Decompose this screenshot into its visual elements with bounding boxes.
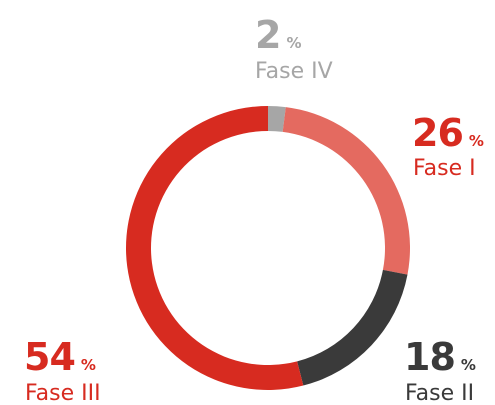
category-label: Fase III <box>25 381 101 405</box>
category-label: Fase IV <box>255 59 333 84</box>
value-number: 54 <box>24 335 75 379</box>
value-number: 26 <box>412 111 463 155</box>
category-label: Fase I <box>413 156 476 181</box>
donut-segment <box>126 106 304 390</box>
value-label: 2% <box>255 13 301 57</box>
value-unit: % <box>81 356 96 374</box>
value-number: 18 <box>404 335 455 379</box>
donut-segment <box>268 106 286 132</box>
value-label: 54% <box>24 335 96 379</box>
value-number: 2 <box>255 13 280 57</box>
value-unit: % <box>286 34 301 52</box>
value-label: 18% <box>404 335 476 379</box>
donut-segment <box>297 269 408 386</box>
value-unit: % <box>461 356 476 374</box>
category-label: Fase II <box>405 381 474 405</box>
value-unit: % <box>469 132 484 150</box>
donut-segment <box>282 107 411 275</box>
value-label: 26% <box>412 111 484 155</box>
